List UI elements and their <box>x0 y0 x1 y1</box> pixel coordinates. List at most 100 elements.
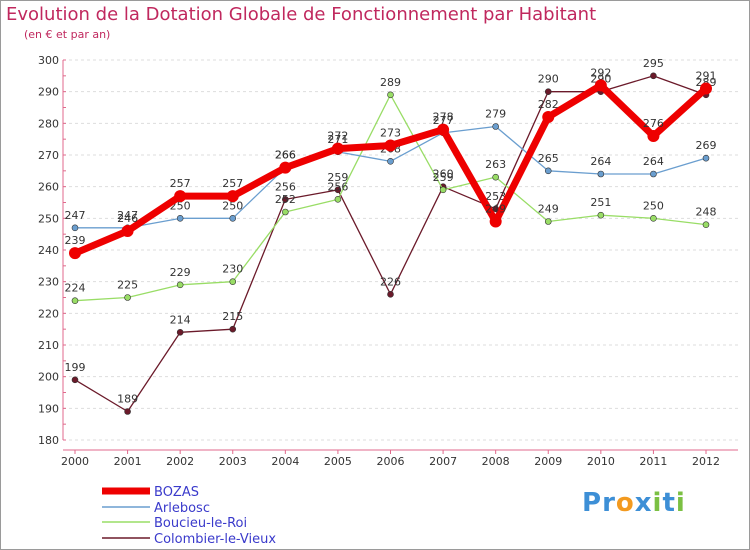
data-point-bozas <box>226 190 239 203</box>
data-point-arlebosc <box>387 158 394 165</box>
y-tick-label: 240 <box>38 244 59 257</box>
data-label-colombier-le-vieux: 260 <box>433 168 454 181</box>
legend-label-colombier-le-vieux: Colombier-le-Vieux <box>154 532 276 547</box>
x-tick-label: 2012 <box>692 455 720 468</box>
data-point-bozas <box>647 130 660 142</box>
y-tick-label: 280 <box>38 117 59 130</box>
data-label-colombier-le-vieux: 199 <box>65 361 86 374</box>
data-point-boucieu-le-roi <box>387 91 394 99</box>
logo-letter: x <box>634 488 653 518</box>
data-label-arlebosc: 247 <box>117 209 138 222</box>
data-point-boucieu-le-roi <box>334 196 342 203</box>
data-label-arlebosc: 277 <box>433 114 454 127</box>
data-point-bozas <box>331 142 344 155</box>
data-label-arlebosc: 250 <box>222 199 243 212</box>
data-label-boucieu-le-roi: 251 <box>590 196 611 209</box>
y-tick-label: 290 <box>38 86 59 99</box>
data-point-bozas <box>700 82 712 95</box>
data-label-colombier-le-vieux: 290 <box>538 73 559 86</box>
data-label-arlebosc: 279 <box>485 108 506 121</box>
data-point-bozas <box>69 247 81 260</box>
x-tick-label: 2005 <box>324 455 352 468</box>
data-label-bozas: 292 <box>590 66 611 79</box>
data-label-arlebosc: 269 <box>696 139 717 152</box>
logo-letter: t <box>662 488 676 518</box>
data-label-bozas: 249 <box>485 203 506 216</box>
data-point-boucieu-le-roi <box>650 215 657 222</box>
legend-label-bozas: BOZAS <box>154 485 199 500</box>
data-label-bozas: 257 <box>222 177 243 190</box>
x-tick-label: 2009 <box>534 455 562 468</box>
data-label-colombier-le-vieux: 214 <box>170 313 191 326</box>
data-label-boucieu-le-roi: 230 <box>222 263 243 276</box>
data-point-colombier-le-vieux <box>124 408 131 415</box>
data-point-boucieu-le-roi <box>71 297 79 304</box>
data-label-arlebosc: 264 <box>643 155 664 168</box>
data-label-boucieu-le-roi: 229 <box>170 266 191 279</box>
data-label-boucieu-le-roi: 289 <box>380 76 401 89</box>
data-label-colombier-le-vieux: 256 <box>275 180 296 193</box>
data-label-bozas: 276 <box>643 117 664 130</box>
x-tick-label: 2006 <box>377 455 405 468</box>
x-tick-label: 2010 <box>587 455 615 468</box>
data-point-colombier-le-vieux <box>176 329 184 336</box>
data-point-colombier-le-vieux <box>334 186 342 194</box>
y-tick-label: 300 <box>38 54 59 67</box>
chart-title: Evolution de la Dotation Globale de Fonc… <box>6 4 597 25</box>
data-label-bozas: 246 <box>117 212 138 225</box>
x-tick-label: 2001 <box>114 455 142 468</box>
x-tick-label: 2008 <box>482 455 510 468</box>
series-line-bozas <box>71 81 710 257</box>
data-point-bozas <box>279 161 292 174</box>
data-label-arlebosc: 265 <box>538 152 559 165</box>
y-tick-label: 270 <box>38 149 59 162</box>
data-label-bozas: 273 <box>380 127 401 140</box>
data-label-boucieu-le-roi: 252 <box>275 193 296 206</box>
y-tick-label: 220 <box>38 307 59 320</box>
logo-letter: r <box>602 488 616 518</box>
data-label-bozas: 278 <box>433 111 454 124</box>
data-label-bozas: 257 <box>170 177 191 190</box>
data-point-colombier-le-vieux <box>387 291 394 298</box>
data-point-colombier-le-vieux <box>71 376 79 384</box>
data-label-colombier-le-vieux: 295 <box>643 57 664 70</box>
data-point-bozas <box>437 123 450 136</box>
data-point-arlebosc <box>492 123 499 130</box>
data-point-bozas <box>121 225 134 237</box>
data-label-boucieu-le-roi: 224 <box>65 282 86 295</box>
x-tick-label: 2000 <box>61 455 89 468</box>
y-tick-label: 200 <box>38 371 59 384</box>
data-point-colombier-le-vieux <box>229 325 237 333</box>
data-point-boucieu-le-roi <box>124 294 131 301</box>
data-point-bozas <box>384 139 397 152</box>
data-point-arlebosc <box>597 170 605 178</box>
data-label-boucieu-le-roi: 256 <box>327 180 348 193</box>
data-point-arlebosc <box>650 170 657 178</box>
data-point-colombier-le-vieux <box>282 196 289 203</box>
data-point-colombier-le-vieux <box>650 72 657 80</box>
legend-label-boucieu-le-roi: Boucieu-le-Roi <box>154 516 247 531</box>
data-label-bozas: 266 <box>275 149 296 162</box>
data-label-colombier-le-vieux: 253 <box>485 190 506 203</box>
data-label-boucieu-le-roi: 263 <box>485 158 506 171</box>
data-label-bozas: 239 <box>65 234 86 247</box>
logo-letter: i <box>675 488 686 518</box>
data-point-boucieu-le-roi <box>282 208 289 216</box>
data-label-boucieu-le-roi: 250 <box>643 199 664 212</box>
data-label-boucieu-le-roi: 225 <box>117 279 138 292</box>
data-label-boucieu-le-roi: 248 <box>696 206 717 219</box>
data-label-colombier-le-vieux: 226 <box>380 275 401 288</box>
y-tick-label: 180 <box>38 434 59 447</box>
data-label-colombier-le-vieux: 215 <box>222 310 243 323</box>
data-label-arlebosc: 264 <box>590 155 611 168</box>
data-label-arlebosc: 271 <box>327 133 348 146</box>
logo-letter: P <box>582 488 603 518</box>
data-point-colombier-le-vieux <box>544 88 552 95</box>
chart-subtitle: (en € et par an) <box>24 28 111 41</box>
data-point-arlebosc <box>176 215 184 222</box>
data-point-boucieu-le-roi <box>176 281 184 289</box>
data-point-arlebosc <box>71 224 79 232</box>
data-label-boucieu-le-roi: 249 <box>538 203 559 216</box>
data-label-bozas: 282 <box>538 98 559 111</box>
